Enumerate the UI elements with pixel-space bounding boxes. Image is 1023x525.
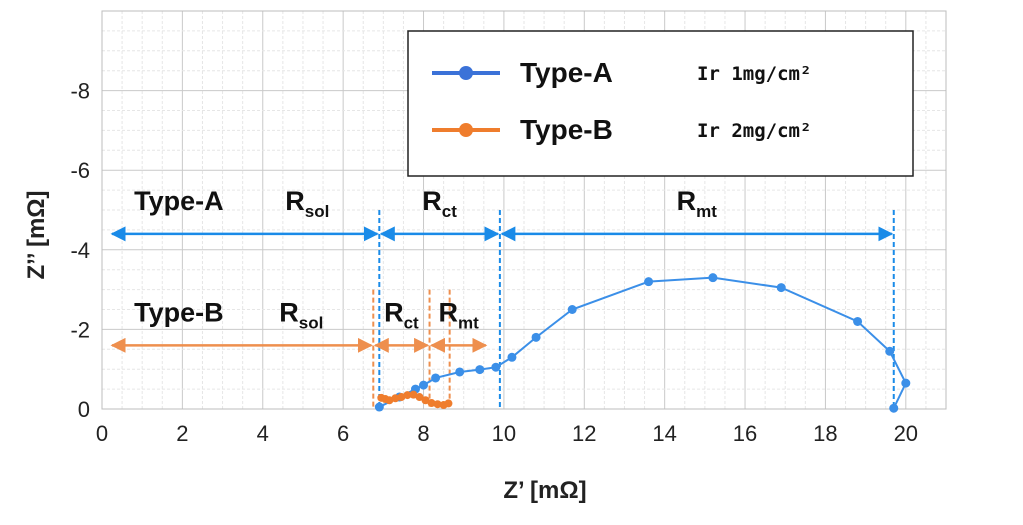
- data-point-type-a: [475, 365, 485, 375]
- type_a-range-label-ct: Rct: [422, 186, 457, 221]
- type_a-row-label: Type-A: [134, 186, 224, 216]
- data-point-type-a: [853, 316, 863, 326]
- range-label-main: R: [279, 297, 299, 327]
- legend-box: [407, 30, 914, 177]
- data-point-type-b: [427, 399, 436, 408]
- x-tick-label: 16: [733, 421, 757, 446]
- type_b-range-label-mt: Rmt: [439, 297, 480, 332]
- range-label-sub: sol: [305, 202, 330, 221]
- range-label-main: R: [677, 186, 697, 216]
- range-label-sub: mt: [696, 202, 717, 221]
- data-point-type-a: [374, 402, 384, 412]
- y-axis-title: Z’’ [mΩ]: [23, 190, 50, 279]
- data-point-type-a: [901, 378, 911, 388]
- x-tick-label: 14: [652, 421, 676, 446]
- data-point-type-b: [421, 396, 430, 405]
- data-point-type-a: [531, 332, 541, 342]
- data-point-type-b: [391, 394, 400, 403]
- range-label-sub: mt: [458, 313, 479, 332]
- legend-note-type-a: Ir 1mg/cm²: [697, 63, 811, 85]
- x-tick-label: 6: [337, 421, 349, 446]
- data-point-type-a: [491, 362, 501, 372]
- data-point-type-a: [644, 277, 654, 287]
- y-tick-label: -8: [70, 79, 90, 104]
- type_a-range-label-mt: Rmt: [677, 186, 718, 221]
- range-label-main: R: [384, 297, 404, 327]
- data-point-type-a: [885, 346, 895, 356]
- y-tick-label: 0: [78, 397, 90, 422]
- legend-label-type-b: Type-B: [520, 114, 613, 145]
- data-point-type-a: [455, 367, 465, 377]
- type_a-range-label-sol: Rsol: [285, 186, 329, 221]
- x-tick-label: 0: [96, 421, 108, 446]
- legend-swatch-marker-type-b: [459, 123, 473, 137]
- x-tick-label: 8: [417, 421, 429, 446]
- axis-ticks: 0 2 4 6 8 10 12 14 16 18 20 0 -2 -4 -6 -8: [70, 79, 918, 446]
- data-point-type-a: [507, 352, 517, 362]
- x-tick-label: 10: [492, 421, 516, 446]
- data-point-type-a: [889, 403, 899, 413]
- y-tick-label: -6: [70, 158, 90, 183]
- range-label-sub: ct: [404, 313, 419, 332]
- data-point-type-b: [444, 399, 453, 408]
- data-point-type-a: [431, 373, 441, 383]
- plot-frame: [101, 10, 947, 410]
- type_b-row-label: Type-B: [134, 297, 224, 327]
- range-label-main: R: [285, 186, 305, 216]
- data-point-type-b: [403, 391, 412, 400]
- range-label-sub: sol: [299, 313, 324, 332]
- data-point-type-a: [776, 283, 786, 293]
- legend-note-type-b: Ir 2mg/cm²: [697, 120, 811, 142]
- x-tick-label: 4: [257, 421, 269, 446]
- data-point-type-a: [419, 380, 429, 390]
- y-tick-label: -2: [70, 317, 90, 342]
- data-point-type-b: [409, 390, 418, 399]
- legend: Type-A Ir 1mg/cm² Type-B Ir 2mg/cm²: [407, 30, 914, 177]
- data-point-type-b: [385, 396, 394, 405]
- legend-swatch-marker-type-a: [459, 66, 473, 80]
- data-series: [374, 273, 911, 413]
- x-tick-label: 12: [572, 421, 596, 446]
- x-tick-label: 2: [176, 421, 188, 446]
- x-axis-title: Z’ [mΩ]: [503, 477, 586, 504]
- x-tick-label: 18: [813, 421, 837, 446]
- range-label-sub: ct: [442, 202, 457, 221]
- data-point-type-b: [397, 393, 406, 402]
- y-tick-label: -4: [70, 238, 90, 263]
- data-point-type-b: [415, 393, 424, 402]
- range-label-main: R: [422, 186, 442, 216]
- data-point-type-a: [567, 305, 577, 314]
- range-label-main: R: [439, 297, 459, 327]
- legend-label-type-a: Type-A: [520, 57, 613, 88]
- type_b-range-label-ct: Rct: [384, 297, 419, 332]
- data-point-type-a: [708, 273, 718, 283]
- data-point-type-b: [433, 400, 442, 409]
- x-tick-label: 20: [894, 421, 918, 446]
- type_b-range-label-sol: Rsol: [279, 297, 323, 332]
